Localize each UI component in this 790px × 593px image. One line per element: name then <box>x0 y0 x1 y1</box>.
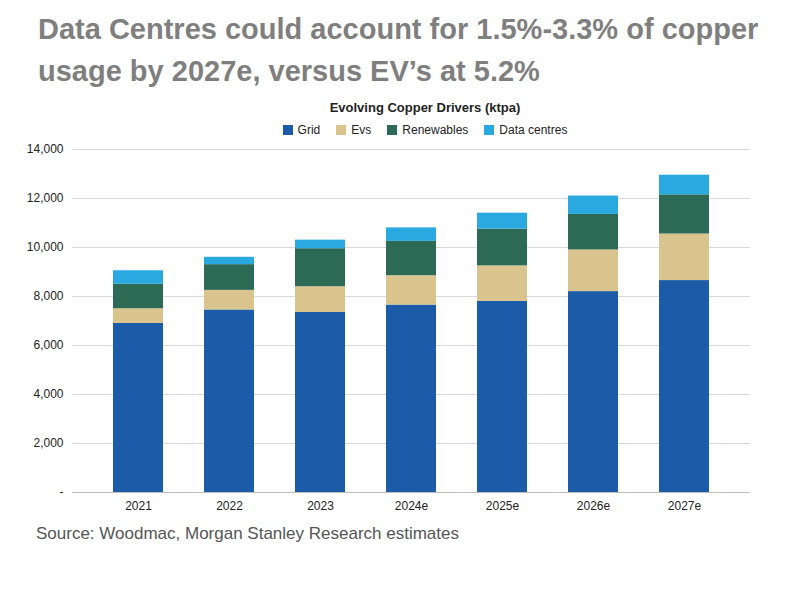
svg-text:2021: 2021 <box>125 499 152 513</box>
svg-text:14,000: 14,000 <box>27 142 64 156</box>
svg-text:10,000: 10,000 <box>27 240 64 254</box>
svg-text:2022: 2022 <box>216 499 243 513</box>
html-text:Data centres: Data centres <box>499 123 568 137</box>
svg-text:-: - <box>60 485 64 499</box>
svg-text:2025e: 2025e <box>486 499 520 513</box>
svg-text:2023: 2023 <box>307 499 334 513</box>
html-text:Evs: Evs <box>351 123 372 137</box>
html-text:Source: Woodmac, Morgan Stanle: Source: Woodmac, Morgan Stanley Research… <box>36 524 459 543</box>
svg-text:2,000: 2,000 <box>33 436 63 450</box>
html-text:Grid: Grid <box>297 123 321 137</box>
svg-text:2024e: 2024e <box>395 499 429 513</box>
svg-text:2027e: 2027e <box>668 499 702 513</box>
html-text:Evolving Copper Drivers (ktpa): Evolving Copper Drivers (ktpa) <box>329 100 521 115</box>
svg-text:8,000: 8,000 <box>33 289 63 303</box>
svg-text:12,000: 12,000 <box>27 191 64 205</box>
html-text:Renewables: Renewables <box>402 123 469 137</box>
svg-text:4,000: 4,000 <box>33 387 63 401</box>
svg-text:6,000: 6,000 <box>33 338 63 352</box>
svg-text:2026e: 2026e <box>577 499 611 513</box>
html-text:Data Centres could account for: Data Centres could account for 1.5%-3.3%… <box>38 13 759 87</box>
